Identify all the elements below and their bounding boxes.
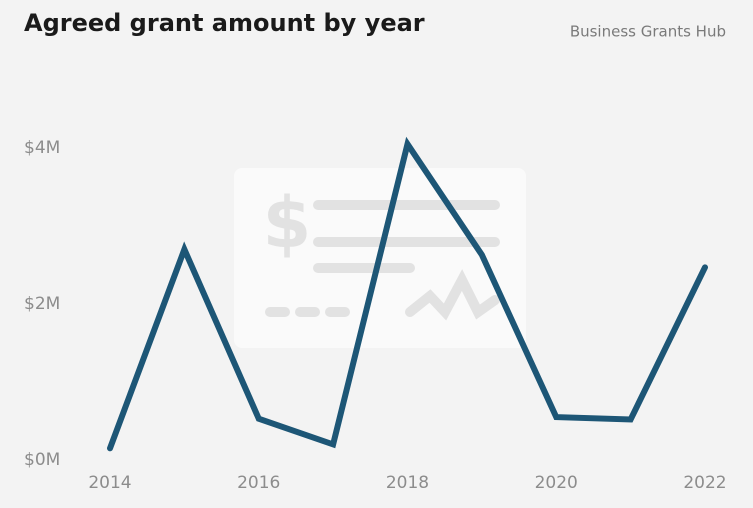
x-tick-label: 2014 (88, 473, 131, 493)
x-tick-label: 2020 (535, 473, 578, 493)
source-label: Business Grants Hub (570, 23, 726, 41)
y-tick-label: $0M (24, 450, 60, 470)
x-tick-label: 2016 (237, 473, 280, 493)
x-tick-label: 2018 (386, 473, 429, 493)
chart-title: Agreed grant amount by year (24, 9, 425, 37)
svg-text:$: $ (263, 182, 312, 264)
y-tick-label: $4M (24, 138, 60, 158)
y-tick-label: $2M (24, 294, 60, 314)
x-tick-label: 2022 (683, 473, 726, 493)
data-line (107, 136, 708, 452)
